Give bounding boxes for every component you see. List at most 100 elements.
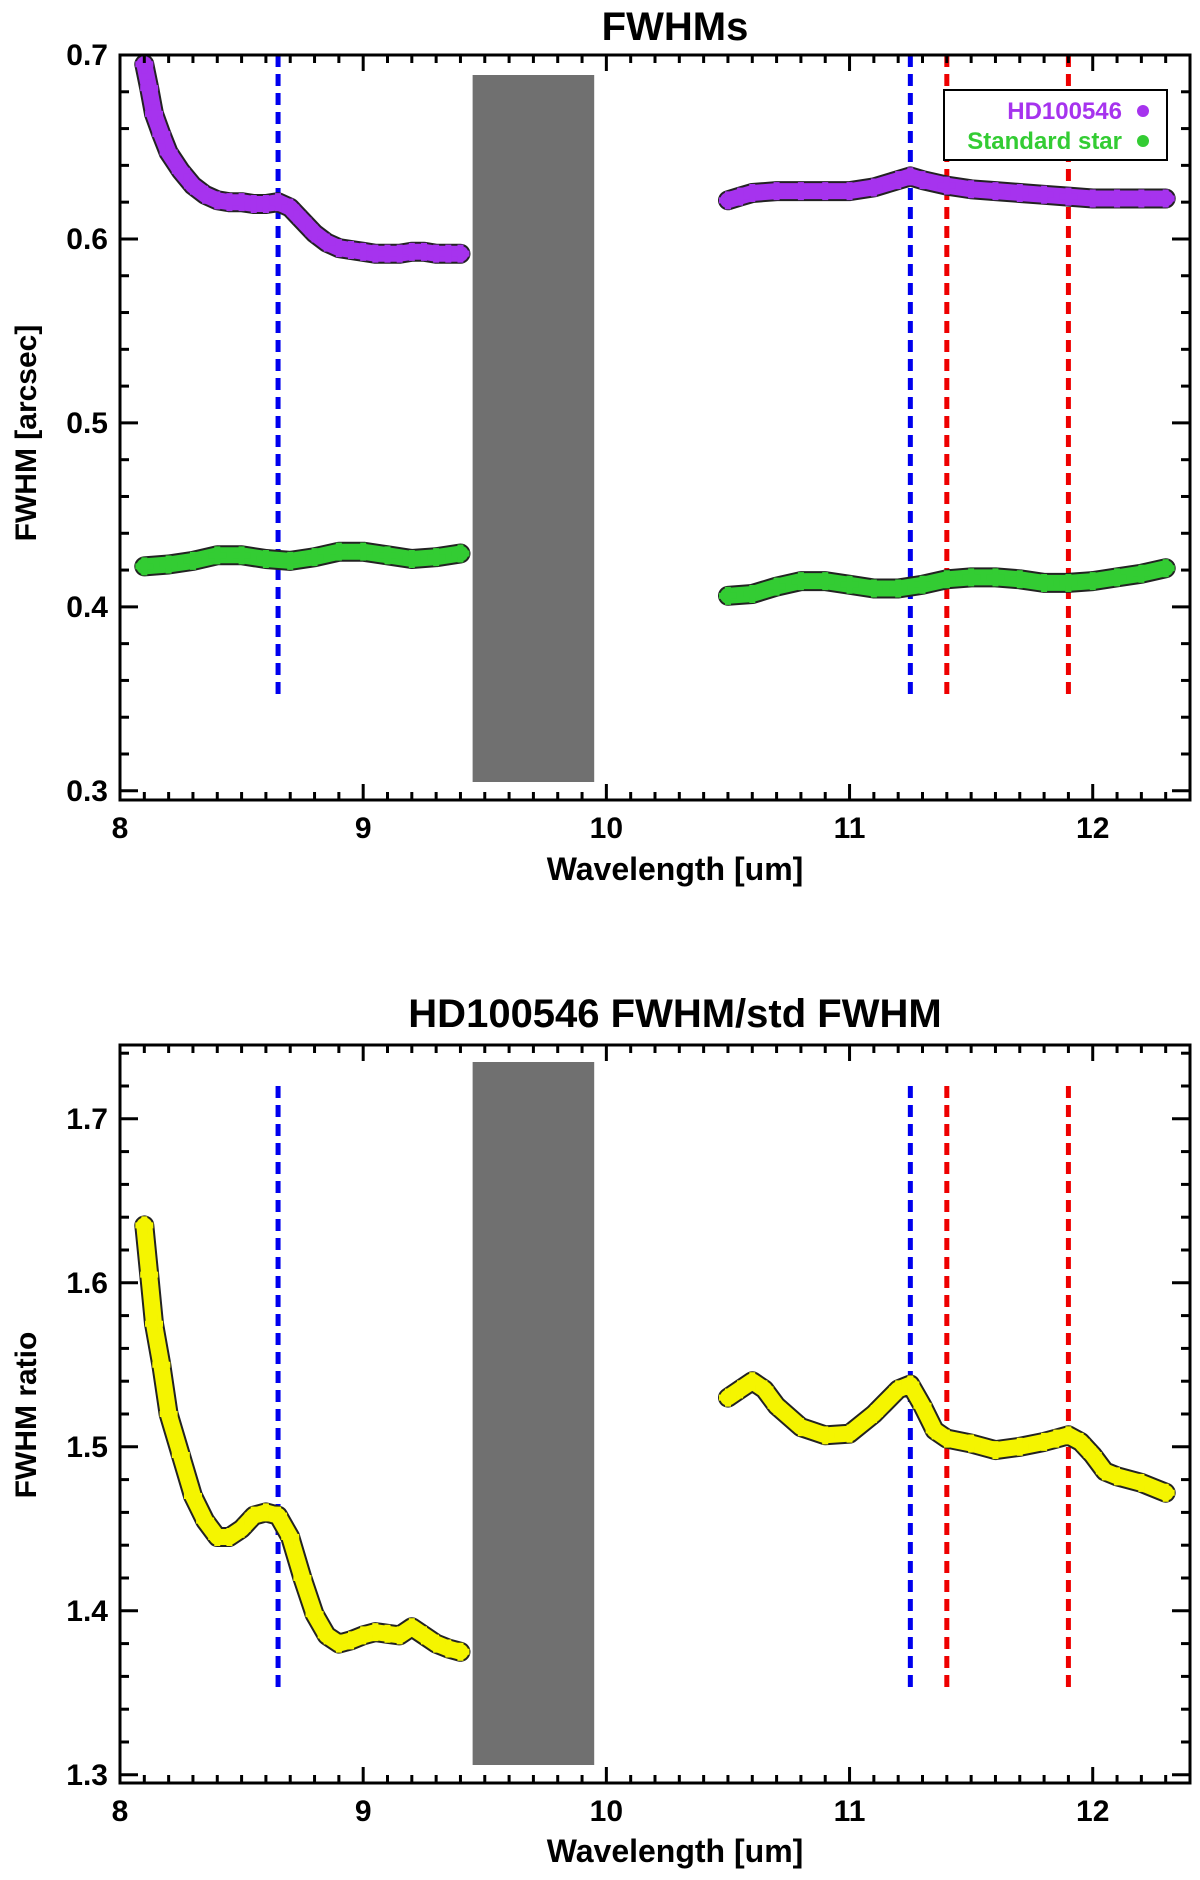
y-axis-label: FWHM [arcsec] (10, 325, 43, 542)
data-point-standard-star (1132, 564, 1151, 583)
data-point-hd100546 (986, 182, 1005, 201)
data-point-hd100546 (1035, 185, 1054, 204)
data-point-hd100546-standard-star (183, 1487, 202, 1505)
data-point-standard-star (743, 584, 762, 603)
data-point-hd100546-standard-star (244, 1506, 263, 1525)
data-point-hd100546-standard-star (864, 1405, 883, 1423)
legend-label-standard-star: Standard star (967, 128, 1122, 155)
x-tick-label: 10 (590, 812, 623, 845)
data-point-hd100546-standard-star (145, 1314, 164, 1333)
data-point-hd100546-standard-star (390, 1626, 409, 1645)
x-tick-label: 8 (112, 812, 129, 845)
x-tick-label: 12 (1076, 1795, 1109, 1828)
data-point-hd100546-standard-star (293, 1569, 312, 1587)
data-point-standard-star (159, 555, 178, 574)
data-point-hd100546 (718, 191, 737, 210)
data-point-hd100546 (889, 171, 908, 190)
data-point-hd100546 (152, 125, 171, 144)
data-point-standard-star (183, 551, 202, 570)
data-point-hd100546-standard-star (889, 1380, 908, 1399)
x-tick-label: 9 (355, 1795, 372, 1828)
data-point-hd100546 (791, 182, 810, 201)
data-point-hd100546-standard-star (718, 1388, 737, 1407)
data-point-hd100546-standard-star (901, 1375, 920, 1394)
y-axis-label: FWHM ratio (10, 1332, 43, 1499)
data-point-hd100546 (1083, 189, 1102, 208)
data-point-hd100546-standard-star (171, 1446, 190, 1464)
data-point-hd100546-standard-star (1059, 1426, 1078, 1445)
data-point-hd100546-standard-star (1132, 1473, 1151, 1492)
data-point-hd100546-standard-star (767, 1396, 786, 1415)
data-point-hd100546 (145, 104, 164, 123)
data-point-hd100546-standard-star (414, 1626, 433, 1645)
data-point-hd100546-standard-star (427, 1634, 446, 1653)
y-tick-label: 1.5 (66, 1431, 108, 1464)
data-point-standard-star (305, 548, 324, 567)
chart-panel-fwhm-ratio: HD100546 FWHM/std FWHM 8 9 10 11 12 1.3 1.4 1.5… (10, 992, 1192, 1869)
x-axis-label: Wavelength [um] (547, 1833, 804, 1869)
data-point-hd100546 (293, 211, 312, 230)
data-point-hd100546-standard-star (1083, 1446, 1102, 1464)
gap-region (472, 75, 595, 782)
data-point-hd100546-standard-star (1071, 1432, 1090, 1451)
y-tick-label: 0.6 (66, 223, 108, 256)
data-point-hd100546 (317, 233, 336, 252)
data-point-hd100546 (451, 244, 470, 263)
data-point-hd100546 (183, 176, 202, 195)
x-tick-label: 8 (112, 1795, 129, 1828)
data-point-standard-star (1108, 568, 1127, 587)
data-point-standard-star (281, 551, 300, 570)
data-point-hd100546 (140, 79, 159, 98)
data-point-standard-star (889, 579, 908, 598)
data-point-hd100546-standard-star (451, 1642, 470, 1661)
data-point-standard-star (1156, 559, 1175, 578)
data-point-hd100546-standard-star (1010, 1437, 1029, 1456)
data-point-hd100546-standard-star (135, 1216, 154, 1235)
data-point-standard-star (718, 586, 737, 605)
data-point-hd100546-standard-star (925, 1421, 944, 1440)
y-tick-label: 1.3 (66, 1759, 108, 1792)
data-point-hd100546-standard-star (937, 1429, 956, 1448)
data-point-standard-star (451, 544, 470, 563)
data-point-hd100546-standard-star (269, 1506, 288, 1525)
data-point-hd100546-standard-star (317, 1626, 336, 1645)
legend-box (943, 89, 1168, 161)
y-tick-label: 1.6 (66, 1267, 108, 1300)
data-point-standard-star (354, 542, 373, 561)
data-point-hd100546-standard-star (816, 1426, 835, 1445)
legend-label-hd100546: HD100546 (1007, 98, 1122, 125)
data-point-standard-star (791, 572, 810, 591)
data-point-hd100546 (816, 182, 835, 201)
data-point-hd100546-standard-star (329, 1634, 348, 1653)
x-tick-label: 10 (590, 1795, 623, 1828)
data-point-standard-star (986, 568, 1005, 587)
data-point-hd100546-standard-star (256, 1503, 275, 1522)
chart-panel-fwhms: FWHMs 8 9 10 11 12 0.3 0.4 0.5 0.6 0.7 Wavelength… (10, 5, 1192, 887)
data-point-standard-star (256, 550, 275, 569)
data-point-standard-star (135, 557, 154, 576)
data-point-hd100546-standard-star (281, 1528, 300, 1546)
data-point-hd100546 (305, 224, 324, 243)
data-point-hd100546-standard-star (354, 1626, 373, 1645)
data-point-standard-star (402, 550, 421, 569)
data-point-hd100546 (269, 193, 288, 212)
y-tick-label: 0.3 (66, 775, 108, 808)
data-point-standard-star (232, 546, 251, 565)
data-point-standard-star (962, 568, 981, 587)
data-point-hd100546-standard-star (1047, 1429, 1066, 1448)
data-point-standard-star (329, 542, 348, 561)
plot-area: 8 9 10 11 12 0.3 0.4 0.5 0.6 0.7 (66, 39, 1192, 845)
y-tick-label: 1.7 (66, 1103, 108, 1136)
data-point-hd100546 (767, 182, 786, 201)
data-point-hd100546-standard-star (305, 1605, 324, 1624)
data-point-hd100546 (962, 180, 981, 199)
chart-title: HD100546 FWHM/std FWHM (408, 992, 941, 1036)
data-point-hd100546-standard-star (140, 1265, 159, 1284)
data-point-hd100546-standard-star (755, 1380, 774, 1399)
data-point-standard-star (840, 575, 859, 594)
y-tick-label: 1.4 (66, 1595, 108, 1628)
data-point-hd100546 (171, 161, 190, 180)
data-point-hd100546-standard-star (232, 1519, 251, 1538)
chart-title: FWHMs (602, 5, 749, 49)
